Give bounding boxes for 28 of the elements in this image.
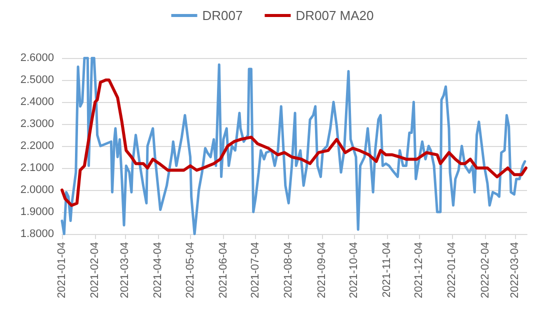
y-tick-label: 2.6000 xyxy=(20,52,54,64)
y-tick-label: 1.9000 xyxy=(20,206,54,218)
y-tick-label: 2.0000 xyxy=(20,184,54,196)
y-tick-label: 2.3000 xyxy=(20,118,54,130)
x-tick-label: 2022-02-04 xyxy=(479,242,492,298)
y-tick-label: 2.2000 xyxy=(20,140,54,152)
x-tick-label: 2021-10-04 xyxy=(348,242,360,298)
x-tick-label: 2021-06-04 xyxy=(217,242,230,298)
legend-label: DR007 xyxy=(202,8,243,23)
y-tick-label: 2.4000 xyxy=(20,96,54,108)
legend-label: DR007 MA20 xyxy=(296,8,374,23)
line-series xyxy=(60,56,526,236)
y-tick-label: 2.5000 xyxy=(20,74,54,86)
x-tick-label: 2022-01-04 xyxy=(446,242,458,298)
x-tick-label: 2021-08-04 xyxy=(282,242,295,298)
y-tick-label: 2.1000 xyxy=(20,162,54,174)
x-tick-label: 2021-04-04 xyxy=(152,242,164,298)
x-tick-label: 2021-03-04 xyxy=(119,242,132,298)
x-tick-label: 2022-03-04 xyxy=(509,242,522,298)
x-tick-label: 2021-02-04 xyxy=(89,242,102,298)
x-tick-label: 2021-12-04 xyxy=(413,242,426,298)
x-tick-label: 2021-11-04 xyxy=(380,242,393,298)
line-series xyxy=(60,78,528,207)
x-tick-label: 2021-01-04 xyxy=(56,242,68,298)
x-tick-label: 2021-09-04 xyxy=(316,242,328,298)
x-tick-label: 2021-05-04 xyxy=(184,242,196,298)
y-tick-label: 1.8000 xyxy=(20,228,54,240)
x-tick-label: 2021-07-04 xyxy=(249,242,262,298)
